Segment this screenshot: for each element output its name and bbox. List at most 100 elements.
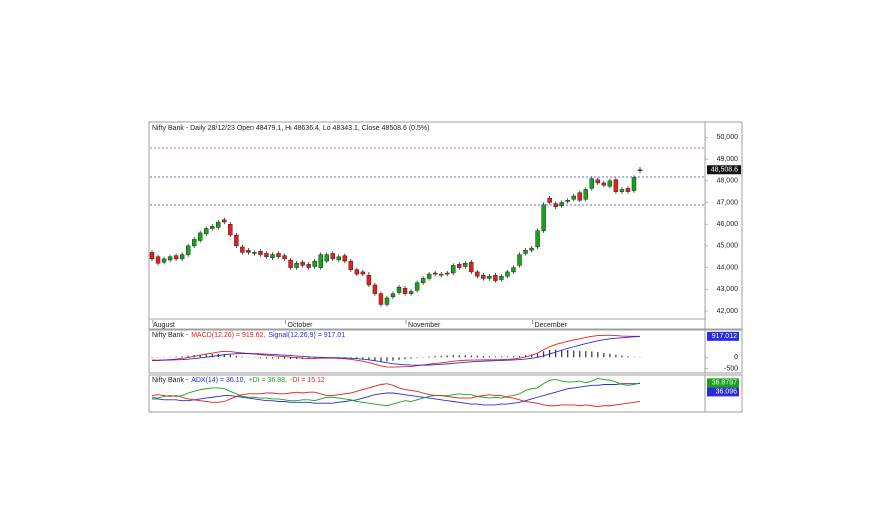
- x-tick-label: October: [288, 322, 314, 329]
- histogram-bar: [392, 357, 394, 361]
- candle-body: [414, 282, 420, 291]
- histogram-bar: [591, 351, 593, 358]
- candle-body: [161, 258, 167, 263]
- histogram-bar: [512, 356, 515, 358]
- histogram-bar: [235, 355, 237, 358]
- candle-body: [336, 256, 341, 261]
- y-tick-label: 49,000: [717, 156, 739, 163]
- histogram-bar: [446, 355, 448, 358]
- histogram-bar: [374, 357, 376, 361]
- y-tick-label: 43,000: [717, 286, 739, 293]
- panel-title: Nifty Bank -: [152, 332, 189, 339]
- histogram-bar: [362, 357, 364, 360]
- histogram-bar: [259, 357, 262, 359]
- candle-body: [625, 188, 631, 192]
- end-value-box: [707, 331, 739, 341]
- candle-body: [547, 197, 552, 203]
- candle-body: [408, 291, 414, 294]
- candle-body: [438, 273, 444, 276]
- candle-body: [451, 265, 456, 274]
- candle-body: [155, 256, 161, 264]
- candle-body: [463, 263, 468, 267]
- x-tick-label: August: [153, 322, 175, 329]
- candle-body: [264, 253, 269, 257]
- y-tick-label: 50,000: [717, 134, 739, 141]
- last-price-box: [707, 165, 741, 175]
- candle-body: [571, 195, 576, 200]
- candle-body: [535, 230, 540, 248]
- histogram-bar: [277, 357, 280, 359]
- candle-body: [149, 252, 155, 260]
- candle-body: [348, 260, 354, 270]
- candle-body: [167, 256, 173, 261]
- series-line: [152, 383, 641, 406]
- histogram-bar: [271, 357, 274, 359]
- candle-body: [185, 245, 191, 255]
- candle-body: [420, 278, 426, 283]
- series-line: [151, 334, 641, 368]
- candle-body: [372, 284, 378, 294]
- legend-entry: -DI = 15.12: [290, 377, 325, 384]
- candle-body: [505, 271, 510, 277]
- histogram-bar: [579, 350, 581, 358]
- candle-body: [294, 263, 299, 268]
- last-price-label: 48,508.6: [711, 167, 738, 174]
- candle-body: [457, 264, 462, 268]
- histogram-bar: [470, 355, 472, 358]
- end-value-box: [707, 378, 739, 388]
- candle-body: [499, 276, 504, 280]
- histogram-bar: [229, 354, 231, 358]
- panel-title: Nifty Bank -: [152, 377, 189, 384]
- candle-body: [402, 287, 408, 294]
- histogram-bar: [398, 357, 400, 360]
- histogram-bar: [314, 357, 316, 359]
- series-line: [151, 335, 641, 366]
- candle-body: [270, 254, 275, 259]
- candle-body: [197, 232, 203, 241]
- histogram-bar: [404, 357, 406, 360]
- candle-body: [228, 223, 233, 236]
- candle-body: [246, 250, 251, 253]
- candle-body: [342, 255, 347, 262]
- candle-body: [366, 274, 372, 286]
- histogram-bar: [205, 354, 207, 358]
- histogram-bar: [506, 356, 509, 358]
- candle-body: [493, 274, 498, 281]
- histogram-bar: [434, 356, 436, 358]
- histogram-bar: [555, 349, 557, 358]
- candle-body: [595, 179, 601, 184]
- candle-body: [511, 267, 516, 273]
- candle-body: [445, 272, 450, 275]
- candle-body: [378, 293, 384, 305]
- histogram-bar: [561, 349, 563, 358]
- candle-body: [529, 247, 534, 251]
- candle-body: [360, 271, 366, 275]
- histogram-bar: [151, 357, 153, 358]
- histogram-bar: [283, 357, 286, 359]
- candle-body: [312, 260, 317, 267]
- legend: Nifty Bank - MACD(12,26) = 919.62, Signal(…: [152, 332, 345, 339]
- candle-body: [306, 264, 311, 268]
- series-line: [151, 383, 641, 408]
- y-tick-label: 47,000: [717, 199, 739, 206]
- candle-body: [222, 219, 227, 223]
- adx-panel: [148, 374, 743, 413]
- candle-body: [517, 254, 522, 266]
- candle-body: [282, 255, 287, 260]
- histogram-bar: [199, 354, 201, 358]
- candle-body: [553, 203, 558, 208]
- candle-body: [396, 286, 402, 293]
- histogram-bar: [476, 355, 478, 358]
- candle-body: [589, 178, 595, 189]
- histogram-bar: [187, 355, 189, 358]
- candle-body: [216, 221, 221, 228]
- candle-body: [481, 274, 486, 279]
- candle-body: [565, 200, 570, 202]
- histogram-bar: [416, 357, 418, 358]
- histogram-bar: [211, 354, 213, 358]
- macd-panel: [148, 329, 743, 374]
- histogram-bar: [573, 350, 575, 358]
- end-value-label: 36.096: [716, 389, 738, 396]
- y-tick-label: 45,000: [717, 243, 739, 250]
